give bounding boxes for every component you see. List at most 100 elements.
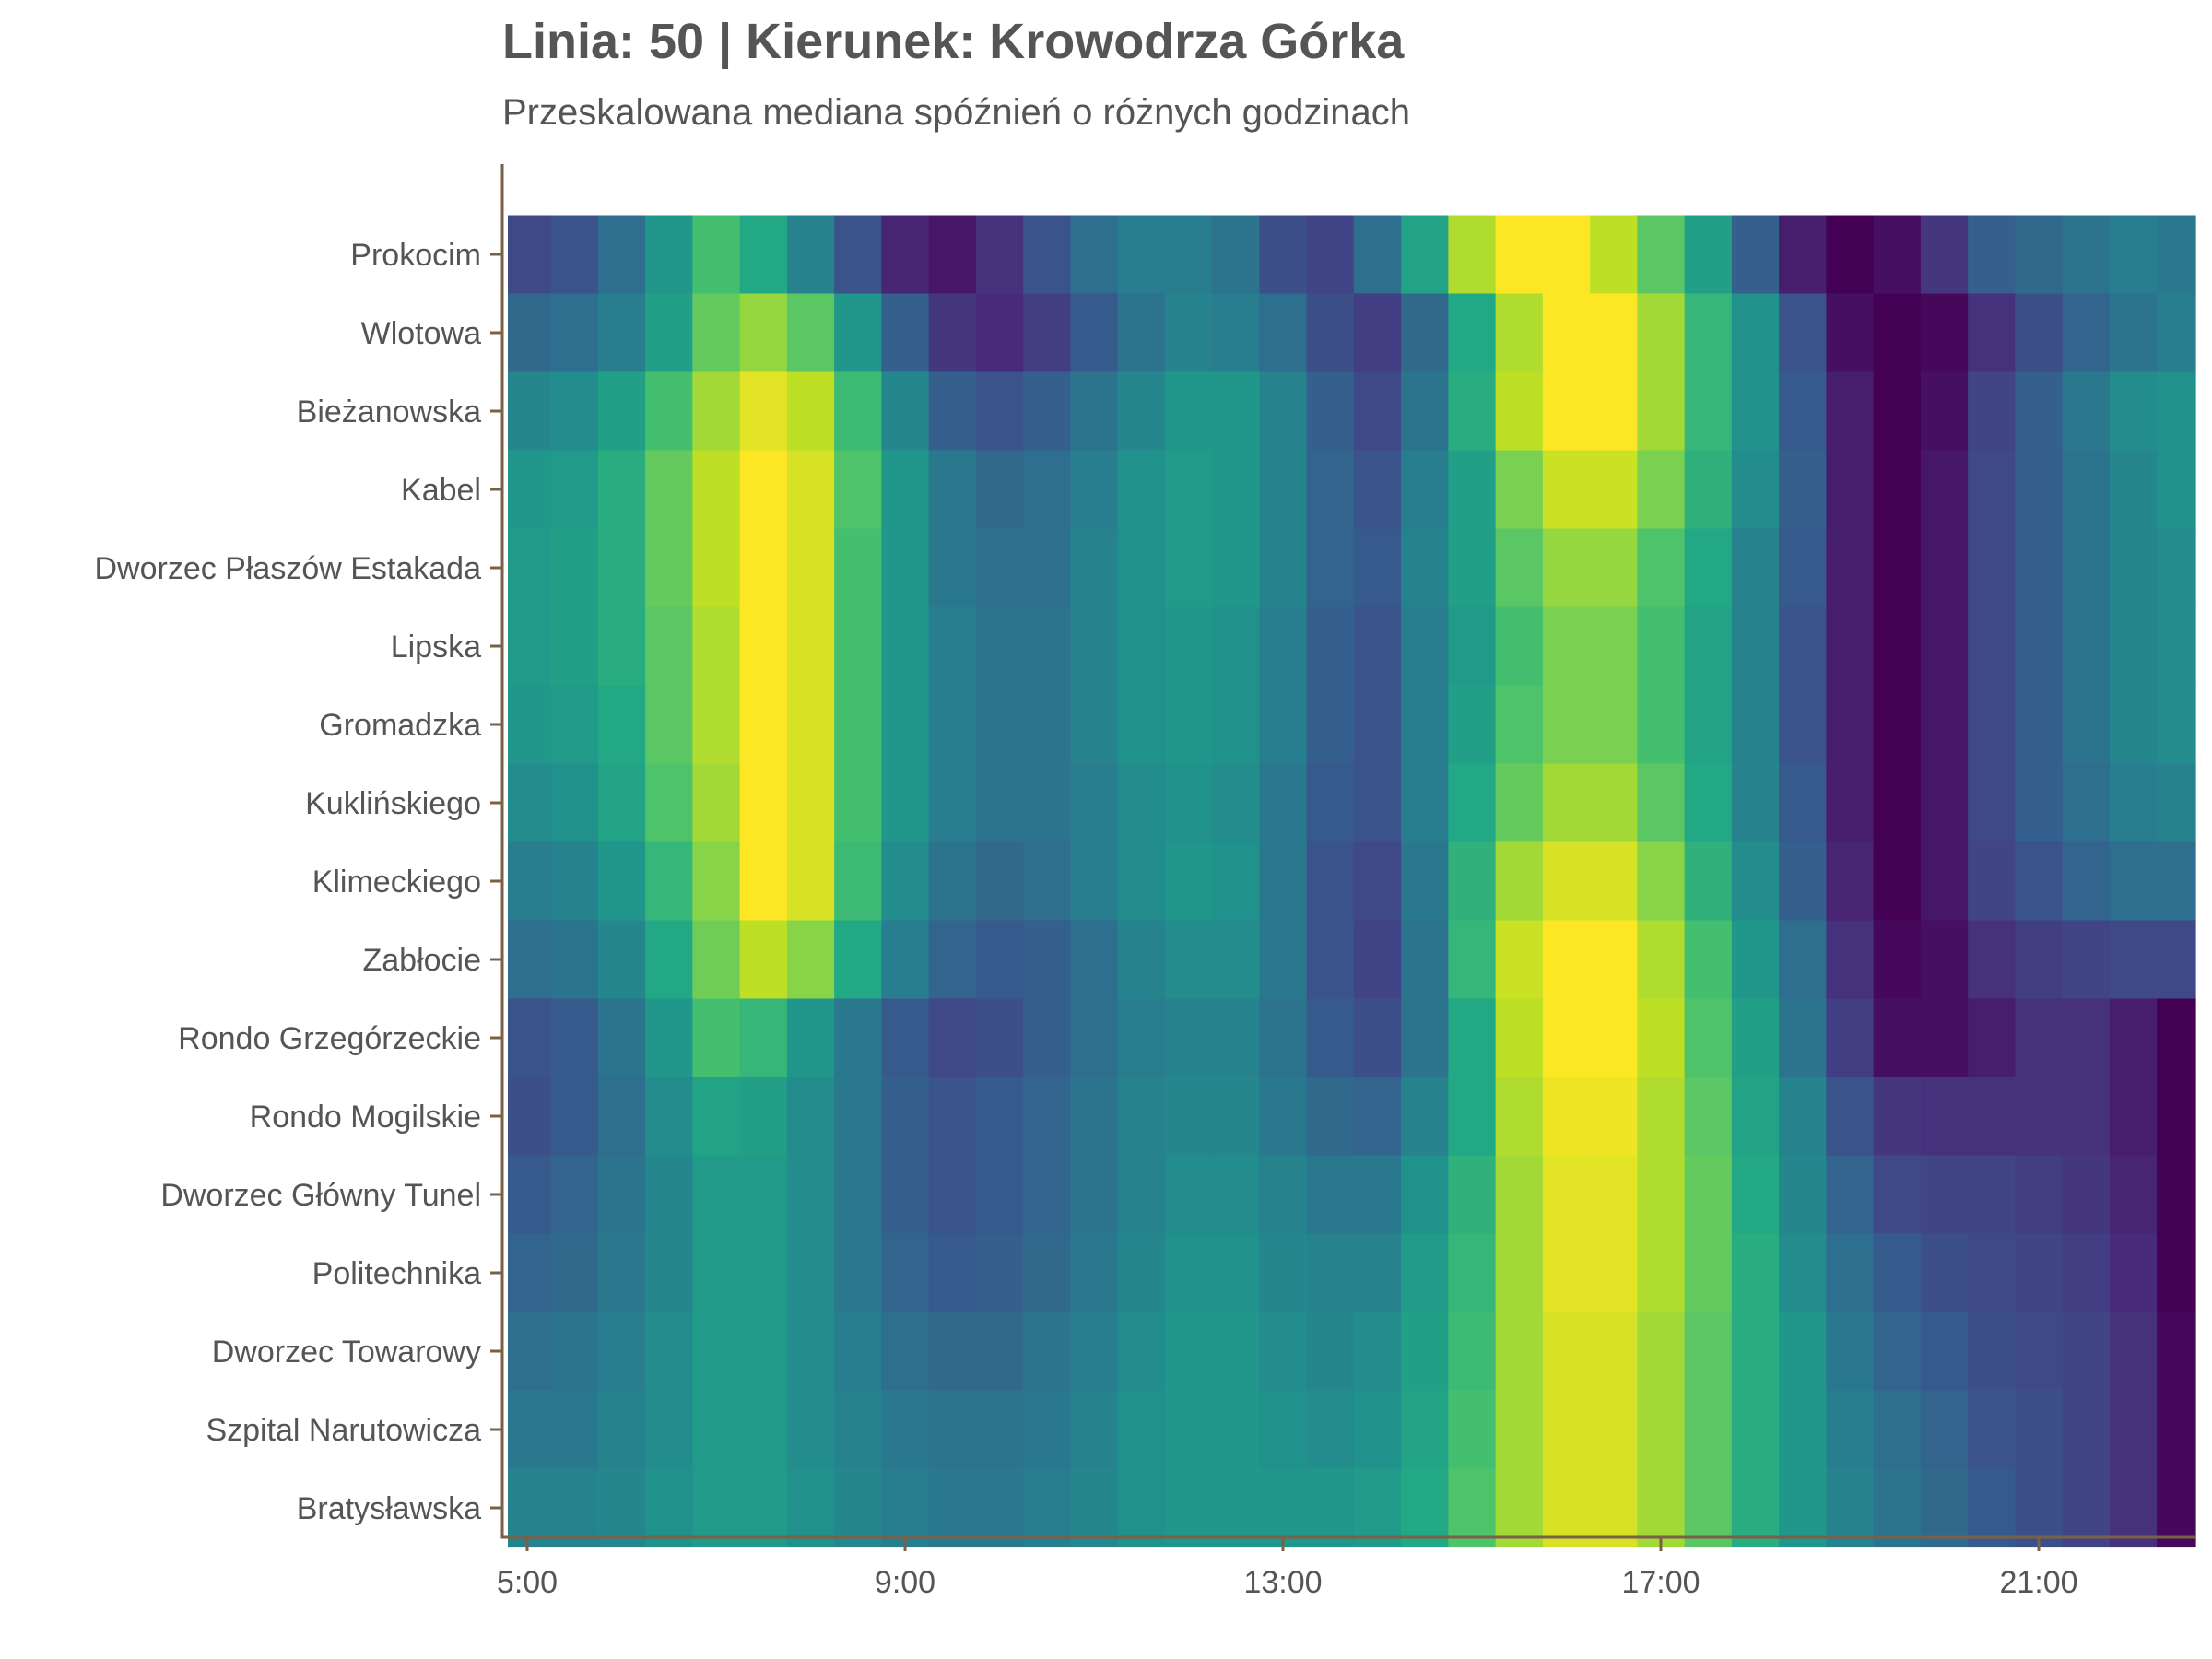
heatmap-cell bbox=[1070, 763, 1119, 843]
heatmap-cell bbox=[1826, 1390, 1875, 1470]
heatmap-cell bbox=[739, 841, 788, 922]
heatmap-cell bbox=[1448, 606, 1497, 687]
heatmap-cell bbox=[1873, 685, 1922, 765]
heatmap-cell bbox=[1353, 1233, 1402, 1313]
heatmap-cell bbox=[692, 1390, 741, 1470]
heatmap-cell bbox=[1968, 606, 2016, 687]
heatmap-cell bbox=[1212, 293, 1260, 373]
heatmap-cell bbox=[508, 1077, 552, 1157]
heatmap-cell bbox=[1731, 1312, 1780, 1392]
heatmap-cell bbox=[1920, 450, 1969, 530]
heatmap-cell bbox=[1495, 1312, 1544, 1392]
heatmap-cell bbox=[1731, 215, 1780, 295]
heatmap-cell bbox=[645, 1390, 693, 1470]
heatmap-cell bbox=[1212, 606, 1260, 687]
heatmap-cell bbox=[508, 998, 552, 1078]
heatmap-cell bbox=[1495, 528, 1544, 608]
heatmap-cell bbox=[928, 450, 977, 530]
heatmap-cell bbox=[975, 1312, 1024, 1392]
axes bbox=[490, 164, 2195, 1551]
heatmap-cell bbox=[550, 1468, 599, 1548]
heatmap-cell bbox=[1542, 841, 1591, 922]
heatmap-cell bbox=[1306, 1312, 1355, 1392]
heatmap-cell bbox=[2015, 371, 2064, 452]
heatmap-cell bbox=[2157, 450, 2196, 530]
heatmap-cell bbox=[1212, 685, 1260, 765]
heatmap-cell bbox=[1306, 920, 1355, 1000]
heatmap-cell bbox=[1259, 1468, 1308, 1548]
heatmap-cell bbox=[1684, 1155, 1733, 1235]
heatmap-cell bbox=[550, 920, 599, 1000]
heatmap-cell bbox=[786, 1468, 835, 1548]
heatmap-cell bbox=[2062, 998, 2111, 1078]
heatmap-cell bbox=[1779, 1233, 1827, 1313]
heatmap-cell bbox=[1117, 1390, 1166, 1470]
heatmap-cell bbox=[597, 685, 646, 765]
heatmap-cell bbox=[928, 920, 977, 1000]
heatmap-cell bbox=[1637, 293, 1686, 373]
heatmap-cell bbox=[1731, 685, 1780, 765]
heatmap-cell bbox=[1259, 528, 1308, 608]
heatmap-cell bbox=[1779, 685, 1827, 765]
heatmap-cell bbox=[975, 528, 1024, 608]
heatmap-cell bbox=[2062, 763, 2111, 843]
heatmap-cell bbox=[2062, 1233, 2111, 1313]
heatmap-cell bbox=[928, 1468, 977, 1548]
heatmap-cell bbox=[692, 998, 741, 1078]
heatmap-cell bbox=[692, 215, 741, 295]
heatmap-cell bbox=[1117, 998, 1166, 1078]
heatmap-cell bbox=[834, 606, 882, 687]
heatmap-cell bbox=[597, 998, 646, 1078]
heatmap-cell bbox=[1259, 1233, 1308, 1313]
heatmap-cell bbox=[928, 371, 977, 452]
heatmap-cell bbox=[834, 1233, 882, 1313]
heatmap-cell bbox=[1826, 685, 1875, 765]
heatmap-cell bbox=[1306, 371, 1355, 452]
heatmap-cell bbox=[1590, 1312, 1638, 1392]
heatmap-cell bbox=[1590, 685, 1638, 765]
heatmap-cell bbox=[2157, 1390, 2196, 1470]
heatmap-cell bbox=[786, 293, 835, 373]
heatmap-cell bbox=[550, 450, 599, 530]
heatmap-cell bbox=[2015, 606, 2064, 687]
heatmap-cell bbox=[928, 1233, 977, 1313]
y-tick-label: Dworzec Główny Tunel bbox=[160, 1178, 481, 1213]
heatmap-cell bbox=[597, 920, 646, 1000]
heatmap-cell bbox=[1968, 215, 2016, 295]
heatmap-cell bbox=[786, 528, 835, 608]
heatmap-cell bbox=[1590, 1233, 1638, 1313]
heatmap-cell bbox=[1542, 1468, 1591, 1548]
heatmap-cell bbox=[550, 371, 599, 452]
heatmap-cell bbox=[2015, 841, 2064, 922]
y-tick-label: Lipska bbox=[391, 629, 481, 665]
heatmap-cell bbox=[928, 1312, 977, 1392]
heatmap-cell bbox=[1306, 1233, 1355, 1313]
heatmap-cell bbox=[1542, 1312, 1591, 1392]
heatmap-cell bbox=[1353, 998, 1402, 1078]
heatmap-cell bbox=[550, 528, 599, 608]
heatmap-cell bbox=[1070, 920, 1119, 1000]
heatmap-cell bbox=[1590, 1155, 1638, 1235]
heatmap-cell bbox=[1448, 450, 1497, 530]
heatmap-cell bbox=[1684, 920, 1733, 1000]
heatmap-cell bbox=[1401, 1468, 1449, 1548]
heatmap-cell bbox=[1920, 998, 1969, 1078]
heatmap-cell bbox=[1968, 528, 2016, 608]
heatmap-cell bbox=[1920, 1077, 1969, 1157]
heatmap-cell bbox=[1164, 685, 1213, 765]
heatmap-cell bbox=[1920, 371, 1969, 452]
heatmap-cell bbox=[508, 293, 552, 373]
x-tick-label: 5:00 bbox=[497, 1565, 558, 1600]
y-tick-label: Kabel bbox=[401, 473, 481, 508]
heatmap-cell bbox=[1448, 215, 1497, 295]
heatmap-cell bbox=[1495, 1390, 1544, 1470]
heatmap-cell bbox=[834, 1155, 882, 1235]
heatmap-cell bbox=[2015, 1312, 2064, 1392]
heatmap-cell bbox=[834, 920, 882, 1000]
heatmap-cell bbox=[1306, 528, 1355, 608]
heatmap-cell bbox=[645, 1233, 693, 1313]
heatmap-cell bbox=[834, 998, 882, 1078]
heatmap-cell bbox=[2109, 371, 2158, 452]
heatmap-cell bbox=[1212, 528, 1260, 608]
heatmap-cell bbox=[1164, 1077, 1213, 1157]
